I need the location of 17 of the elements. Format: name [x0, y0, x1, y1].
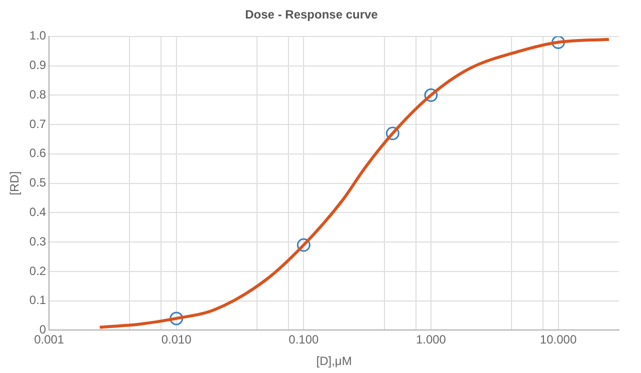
- x-tick-label: 1.000: [416, 332, 446, 347]
- chart-title: Dose - Response curve: [245, 8, 378, 22]
- y-tick-label: 0.9: [29, 58, 46, 72]
- y-tick-label: 0.5: [29, 176, 46, 190]
- y-tick-label: 0.2: [29, 264, 46, 278]
- y-tick-label: 0.7: [29, 116, 46, 131]
- x-tick-label: 0.010: [161, 332, 192, 347]
- y-tick-label: 1.0: [29, 28, 46, 43]
- x-axis-title: [D],μM: [316, 354, 352, 368]
- y-axis-title: [RD]: [8, 171, 22, 196]
- y-tick-label: 0.3: [29, 234, 46, 248]
- x-tick-label: 10.000: [540, 332, 577, 347]
- x-tick-label: 0.100: [288, 332, 320, 347]
- y-tick-label: 0.8: [29, 87, 46, 102]
- y-tick-label: 0.1: [29, 293, 46, 308]
- y-tick-label: 0.4: [29, 204, 46, 219]
- y-tick-label: 0.6: [29, 146, 46, 160]
